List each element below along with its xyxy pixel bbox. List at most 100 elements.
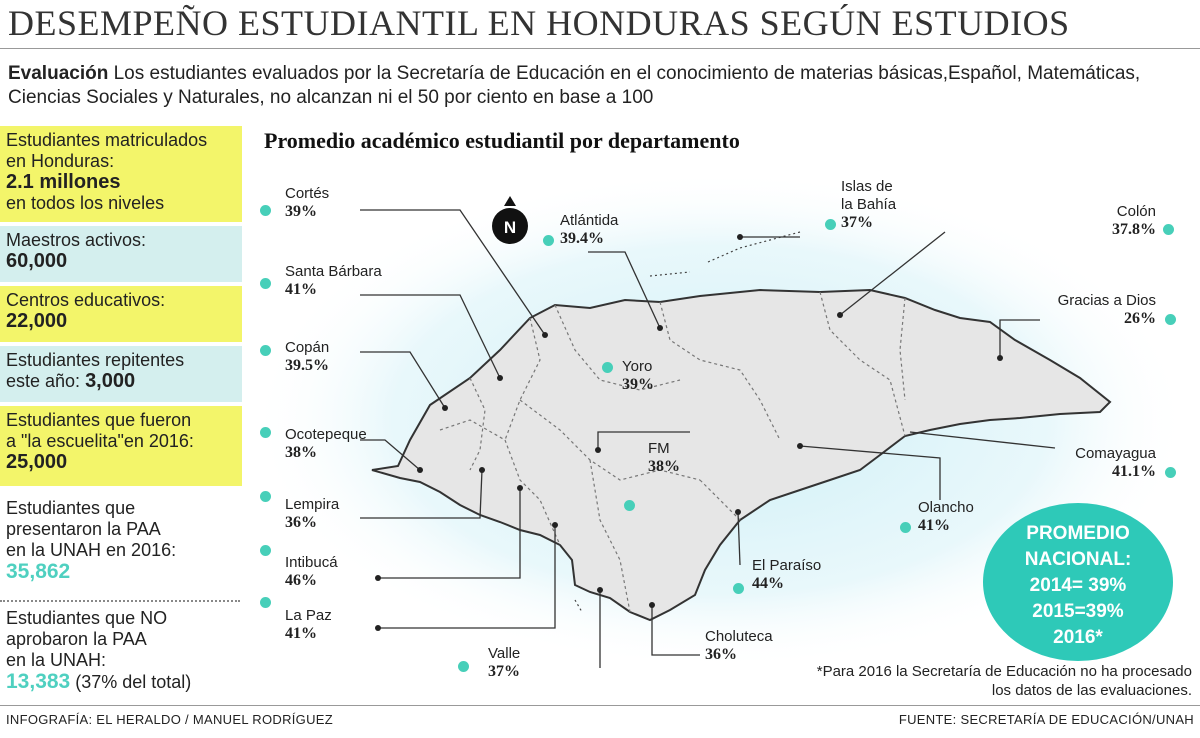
stat-no-paa-line2: aprobaron la PAA — [6, 629, 147, 649]
stat-no-paa-line1: Estudiantes que NO — [6, 608, 168, 628]
stat-divider — [0, 600, 240, 602]
label-fm-pct: 38% — [648, 458, 680, 475]
label-islas-de-la-bahia: Islas de la Bahía 37% — [841, 178, 896, 232]
dot-valle — [458, 661, 469, 672]
label-fm-name: FM — [648, 440, 670, 457]
stat-repitentes-value: 3,000 — [85, 370, 136, 392]
stat-no-paa: Estudiantes que NO aprobaron la PAA en l… — [0, 604, 242, 700]
label-atlantida-name: Atlántida — [560, 212, 619, 229]
dot-islas-de-la-bahia — [825, 219, 836, 230]
stat-matriculados-line1: Estudiantes matriculados — [6, 130, 208, 150]
label-yoro: Yoro 39% — [622, 358, 654, 394]
label-olancho: Olancho 41% — [918, 499, 974, 535]
label-lempira-name: Lempira — [285, 496, 340, 513]
stat-escuelita: Estudiantes que fueron a "la escuelita"e… — [0, 406, 242, 486]
label-choluteca-name: Choluteca — [705, 628, 773, 645]
promedio-line1: PROMEDIO — [1026, 523, 1130, 544]
label-fm: FM 38% — [648, 440, 680, 476]
stat-no-paa-line3: en la UNAH: — [6, 650, 107, 670]
stat-repitentes: Estudiantes repitentes este año: 3,000 — [0, 346, 242, 402]
compass-label: N — [504, 218, 516, 237]
dot-santa-barbara — [260, 278, 271, 289]
label-islas-line1: Islas de — [841, 178, 893, 195]
label-gracias-a-dios-pct: 26% — [1124, 310, 1156, 327]
intro-lead: Evaluación — [8, 63, 109, 84]
promedio-line3: 2014= 39% — [1029, 575, 1127, 596]
leader-lines — [360, 209, 1056, 668]
label-yoro-pct: 39% — [622, 376, 654, 393]
label-la-paz-pct: 41% — [285, 625, 317, 642]
dot-gracias-a-dios — [1165, 314, 1176, 325]
stat-centros-value: 22,000 — [6, 310, 68, 332]
credit-infografia: INFOGRAFÍA: EL HERALDO / MANUEL RODRÍGUE… — [6, 712, 333, 727]
label-olancho-name: Olancho — [918, 499, 974, 516]
stat-repitentes-line1: Estudiantes repitentes — [6, 350, 185, 370]
dot-la-paz — [260, 597, 271, 608]
label-santa-barbara-name: Santa Bárbara — [285, 263, 382, 280]
map-title: Promedio académico estudiantil por depar… — [264, 128, 740, 153]
label-cortes: Cortés 39% — [285, 185, 329, 221]
label-valle: Valle 37% — [488, 645, 520, 681]
label-comayagua-name: Comayagua — [1075, 445, 1156, 462]
stat-matriculados: Estudiantes matriculados en Honduras: 2.… — [0, 126, 242, 222]
label-comayagua-pct: 41.1% — [1112, 463, 1156, 480]
label-el-paraiso-name: El Paraíso — [752, 557, 822, 574]
label-copan: Copán 39.5% — [285, 339, 329, 375]
stat-matriculados-line2: en Honduras: — [6, 151, 115, 171]
label-valle-pct: 37% — [488, 663, 520, 680]
label-santa-barbara: Santa Bárbara 41% — [285, 263, 382, 299]
promedio-line2: NACIONAL: — [1024, 549, 1132, 570]
title-divider — [0, 48, 1200, 49]
country-outline — [371, 288, 1112, 622]
footer-divider — [0, 705, 1200, 706]
label-islas-pct: 37% — [841, 214, 873, 231]
stat-centros-label: Centros educativos: — [6, 290, 166, 310]
label-colon: Colón 37.8% — [1112, 203, 1156, 239]
label-lempira-pct: 36% — [285, 514, 317, 531]
stat-maestros-value: 60,000 — [6, 250, 68, 272]
intro-text: Los estudiantes evaluados por la Secreta… — [8, 63, 1141, 108]
islands — [574, 231, 801, 613]
promedio-line5: 2016* — [1053, 627, 1103, 648]
label-el-paraiso-pct: 44% — [752, 575, 784, 592]
stat-matriculados-value: 2.1 millones — [6, 171, 121, 193]
dot-lempira — [260, 491, 271, 502]
dot-copan — [260, 345, 271, 356]
label-atlantida: Atlántida 39.4% — [560, 212, 618, 248]
dot-el-paraiso — [733, 583, 744, 594]
label-la-paz-name: La Paz — [285, 607, 332, 624]
stat-paa-line2: presentaron la PAA — [6, 519, 161, 539]
dot-cortes — [260, 205, 271, 216]
label-gracias-a-dios: Gracias a Dios 26% — [1058, 292, 1156, 328]
label-copan-pct: 39.5% — [285, 357, 329, 374]
national-average-badge: PROMEDIO NACIONAL: 2014= 39% 2015=39% 20… — [983, 503, 1173, 661]
label-gracias-a-dios-name: Gracias a Dios — [1057, 292, 1156, 309]
label-colon-name: Colón — [1116, 203, 1156, 220]
label-atlantida-pct: 39.4% — [560, 230, 604, 247]
dot-yoro — [602, 362, 613, 373]
dot-ocotepeque — [260, 427, 271, 438]
label-valle-name: Valle — [488, 645, 521, 662]
stat-repitentes-line2: este año: — [6, 371, 86, 391]
infographic-title: DESEMPEÑO ESTUDIANTIL EN HONDURAS SEGÚN … — [8, 3, 1070, 43]
label-intibuca-name: Intibucá — [285, 554, 338, 571]
label-choluteca: Choluteca 36% — [705, 628, 773, 664]
label-comayagua: Comayagua 41.1% — [1075, 445, 1156, 481]
compass-icon: N — [492, 196, 528, 244]
stat-maestros: Maestros activos: 60,000 — [0, 226, 242, 282]
stat-escuelita-value: 25,000 — [6, 451, 68, 473]
label-el-paraiso: El Paraíso 44% — [752, 557, 821, 593]
label-lempira: Lempira 36% — [285, 496, 339, 532]
stat-paa-value: 35,862 — [6, 560, 71, 583]
stat-paa: Estudiantes que presentaron la PAA en la… — [0, 494, 242, 596]
label-colon-pct: 37.8% — [1112, 221, 1156, 238]
dot-olancho — [900, 522, 911, 533]
stat-escuelita-line2: a "la escuelita"en 2016: — [6, 431, 194, 451]
label-choluteca-pct: 36% — [705, 646, 737, 663]
label-cortes-pct: 39% — [285, 203, 317, 220]
promedio-line4: 2015=39% — [1032, 601, 1124, 622]
label-islas-line2: la Bahía — [841, 196, 897, 213]
footnote: *Para 2016 la Secretaría de Educación no… — [816, 663, 1192, 699]
stat-paa-line3: en la UNAH en 2016: — [6, 540, 177, 560]
